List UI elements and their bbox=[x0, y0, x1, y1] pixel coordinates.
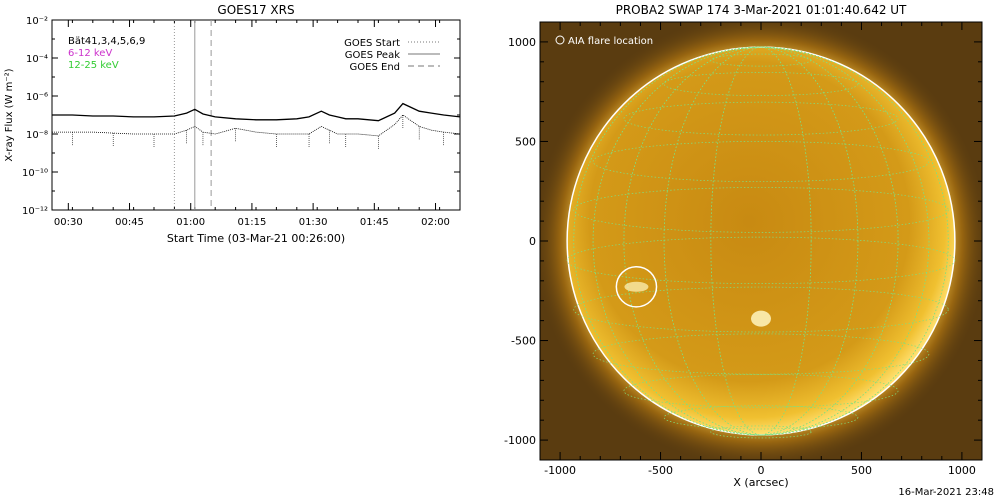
longitude-line bbox=[623, 46, 899, 436]
swap-title: PROBA2 SWAP 174 3-Mar-2021 01:01:40.642 … bbox=[616, 3, 907, 17]
longitude-line bbox=[710, 46, 812, 436]
latitude-line bbox=[566, 236, 956, 285]
longitude-line bbox=[663, 46, 859, 436]
swap-y-axis: -1000 -500 0 500 1000 bbox=[504, 36, 982, 447]
latitude-line bbox=[710, 425, 812, 439]
swap-image-background bbox=[540, 22, 982, 460]
legend-right-label: GOES Start bbox=[344, 38, 400, 49]
y-tick-label: 10⁻⁸ bbox=[26, 130, 48, 141]
latitude-line bbox=[710, 53, 812, 67]
corona-glow bbox=[540, 22, 982, 460]
longitude-line bbox=[623, 46, 899, 436]
legend-circle-icon bbox=[555, 35, 565, 45]
x-tick-label: 0 bbox=[758, 464, 765, 477]
y-tick-label: -1000 bbox=[504, 434, 536, 447]
sun-disk bbox=[566, 46, 956, 436]
goes-xrs-chart: GOES17 XRS 10⁻¹² 10⁻¹⁰ 10⁻⁸ 10⁻⁶ 10⁻⁴ 10⁻² 00… bbox=[4, 3, 461, 245]
short-channel-series bbox=[52, 114, 461, 137]
legend-left-entry: 12-25 keV bbox=[68, 60, 119, 71]
aia-flare-marker bbox=[615, 265, 658, 308]
goes-x-axis-label: Start Time (03-Mar-21 00:26:00) bbox=[167, 232, 345, 245]
longitude-line bbox=[592, 46, 930, 436]
latitude-line bbox=[623, 101, 899, 136]
y-tick-label: 10⁻⁶ bbox=[26, 92, 48, 103]
x-tick-label: 02:00 bbox=[421, 217, 450, 228]
latitude-line bbox=[663, 405, 859, 430]
latitude-line bbox=[623, 374, 899, 408]
latitude-line bbox=[592, 333, 930, 375]
y-tick-label: 10⁻² bbox=[26, 16, 48, 27]
heliographic-grid bbox=[566, 46, 956, 439]
x-tick-label: 01:45 bbox=[360, 217, 389, 228]
legend-right-label: GOES Peak bbox=[345, 50, 400, 61]
goes-event-markers bbox=[173, 20, 212, 210]
x-tick-label: -500 bbox=[648, 464, 673, 477]
legend-right-label: GOES End bbox=[350, 62, 400, 73]
latitude-line bbox=[573, 286, 949, 333]
y-tick-label: 1000 bbox=[508, 36, 536, 49]
x-tick-label: 01:30 bbox=[299, 217, 328, 228]
goes-x-axis: 00:30 00:45 01:00 01:15 01:30 01:45 02:00 bbox=[51, 20, 461, 228]
legend-left-entry: Bät41,3,4,5,6,9 bbox=[68, 36, 145, 47]
latitude-line bbox=[573, 187, 949, 233]
active-region bbox=[624, 281, 649, 292]
y-tick-label: -500 bbox=[511, 335, 536, 348]
x-tick-label: 01:15 bbox=[238, 217, 267, 228]
y-tick-label: 10⁻¹² bbox=[22, 206, 48, 217]
x-tick-label: 00:45 bbox=[115, 217, 144, 228]
longitude-line bbox=[710, 46, 812, 436]
x-tick-label: 500 bbox=[851, 464, 872, 477]
swap-x-axis: -1000 -500 0 500 1000 bbox=[544, 22, 976, 477]
x-tick-label: 00:30 bbox=[54, 217, 83, 228]
goes-chart-title: GOES17 XRS bbox=[217, 3, 294, 17]
longitude-line bbox=[592, 46, 930, 436]
legend-left-entry: 6-12 keV bbox=[68, 48, 112, 59]
swap-frame bbox=[539, 21, 983, 461]
goes-y-axis-label: X-ray Flux (W m⁻²) bbox=[4, 68, 15, 161]
swap-legend-label: AIA flare location bbox=[568, 36, 653, 47]
longitude-line bbox=[573, 46, 949, 436]
x-tick-label: 01:00 bbox=[176, 217, 205, 228]
goes-series-group bbox=[52, 102, 461, 150]
y-tick-label: 10⁻⁴ bbox=[26, 54, 48, 65]
x-tick-label: 1000 bbox=[948, 464, 976, 477]
active-region bbox=[751, 310, 771, 327]
y-tick-label: 500 bbox=[515, 135, 536, 148]
longitude-line bbox=[573, 46, 949, 436]
latitude-line bbox=[592, 141, 930, 183]
footer-timestamp: 16-Mar-2021 23:48 bbox=[898, 487, 994, 498]
x-tick-label: -1000 bbox=[544, 464, 576, 477]
y-tick-label: 10⁻¹⁰ bbox=[22, 168, 48, 179]
longitude-line bbox=[663, 46, 859, 436]
latitude-line bbox=[663, 72, 859, 96]
long-channel-series bbox=[52, 102, 461, 122]
swap-x-axis-label: X (arcsec) bbox=[733, 476, 788, 489]
y-tick-label: 0 bbox=[529, 235, 536, 248]
